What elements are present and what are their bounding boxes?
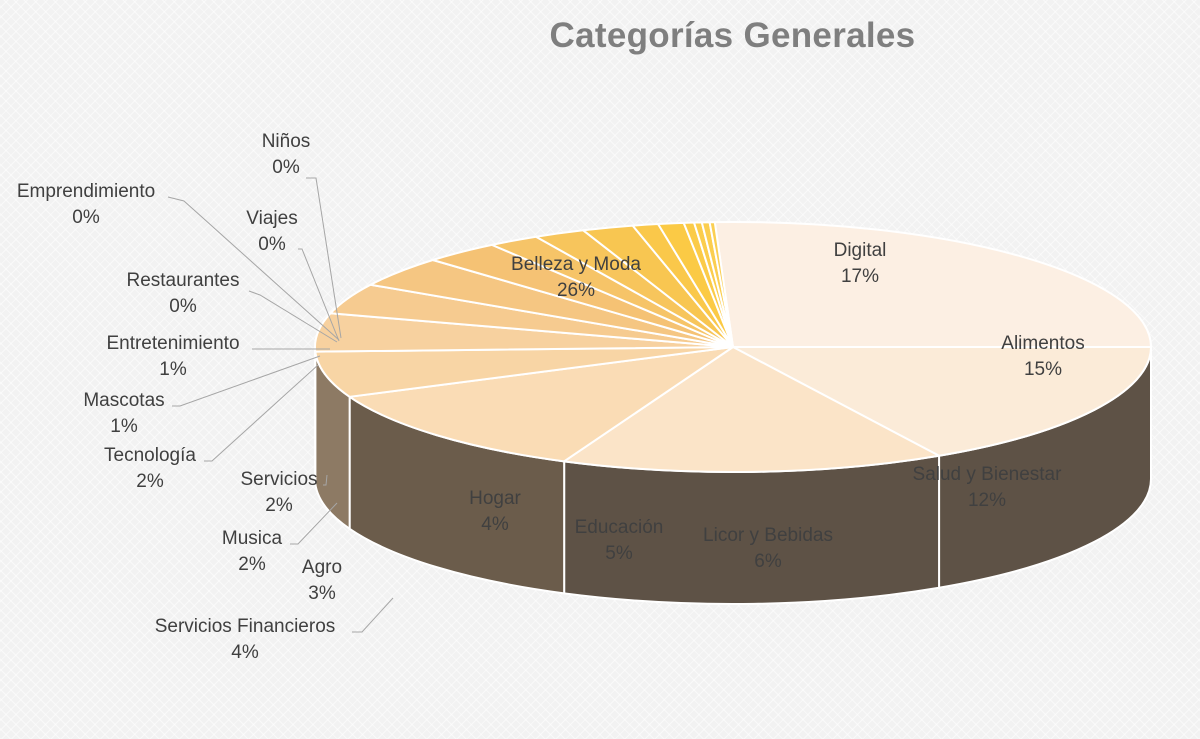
data-label-category: Alimentos bbox=[1001, 333, 1084, 354]
pie-slice bbox=[314, 346, 734, 398]
data-label-percent: 17% bbox=[841, 266, 879, 287]
data-label-category: Belleza y Moda bbox=[511, 254, 641, 275]
data-label-category: Agro bbox=[302, 557, 342, 578]
data-label-percent: 4% bbox=[481, 514, 509, 535]
data-label-category: Musica bbox=[222, 528, 283, 549]
data-label-category: Licor y Bebidas bbox=[703, 525, 833, 546]
data-label-category: Tecnología bbox=[104, 445, 196, 466]
data-label-category: Emprendimiento bbox=[17, 181, 155, 202]
data-label-category: Digital bbox=[834, 240, 887, 261]
leader-line bbox=[306, 177, 342, 339]
pie-top-group bbox=[314, 221, 1152, 473]
data-label-percent: 0% bbox=[169, 296, 197, 317]
data-label-percent: 1% bbox=[159, 359, 187, 380]
leader-line bbox=[172, 355, 321, 407]
data-label-category: Viajes bbox=[246, 208, 297, 229]
pie-slice bbox=[713, 221, 1152, 348]
pie-slice bbox=[563, 346, 941, 473]
pie-slice bbox=[348, 346, 734, 463]
data-label-percent: 6% bbox=[754, 551, 782, 572]
data-label-category: Servicios Financieros bbox=[155, 616, 336, 637]
leader-lines bbox=[167, 177, 394, 633]
leader-line bbox=[352, 597, 394, 633]
leader-line bbox=[248, 290, 338, 343]
data-label-percent: 2% bbox=[265, 495, 293, 516]
data-label-percent: 12% bbox=[968, 490, 1006, 511]
data-label-percent: 26% bbox=[557, 280, 595, 301]
pie-slice bbox=[732, 345, 1152, 457]
data-label-percent: 3% bbox=[308, 583, 336, 604]
data-label-percent: 0% bbox=[272, 157, 300, 178]
data-labels: Belleza y Moda 26% Digital 17% Alimentos 15% S… bbox=[17, 131, 1085, 663]
data-label-category: Hogar bbox=[469, 488, 521, 509]
data-label-category: Entretenimiento bbox=[106, 333, 239, 354]
data-label-percent: 5% bbox=[605, 543, 633, 564]
data-label-category: Educación bbox=[575, 517, 664, 538]
data-label-percent: 15% bbox=[1024, 359, 1062, 380]
data-label-category: Servicios bbox=[240, 469, 317, 490]
data-label-category: Salud y Bienestar bbox=[913, 464, 1063, 485]
data-label-category: Restaurantes bbox=[126, 270, 239, 291]
data-label-percent: 2% bbox=[136, 471, 164, 492]
data-label-percent: 0% bbox=[72, 207, 100, 228]
data-label-percent: 0% bbox=[258, 234, 286, 255]
pie-slice bbox=[708, 221, 734, 348]
data-label-percent: 2% bbox=[238, 554, 266, 575]
leader-line bbox=[323, 474, 328, 486]
leader-line bbox=[204, 364, 319, 462]
leader-line bbox=[290, 502, 338, 545]
chart-title: Categorías Generales bbox=[549, 16, 916, 55]
data-label-category: Mascotas bbox=[83, 390, 164, 411]
leader-line bbox=[298, 248, 340, 342]
leader-line bbox=[167, 196, 340, 341]
data-label-percent: 4% bbox=[231, 642, 259, 663]
data-label-percent: 1% bbox=[110, 416, 138, 437]
data-label-category: Niños bbox=[262, 131, 311, 152]
